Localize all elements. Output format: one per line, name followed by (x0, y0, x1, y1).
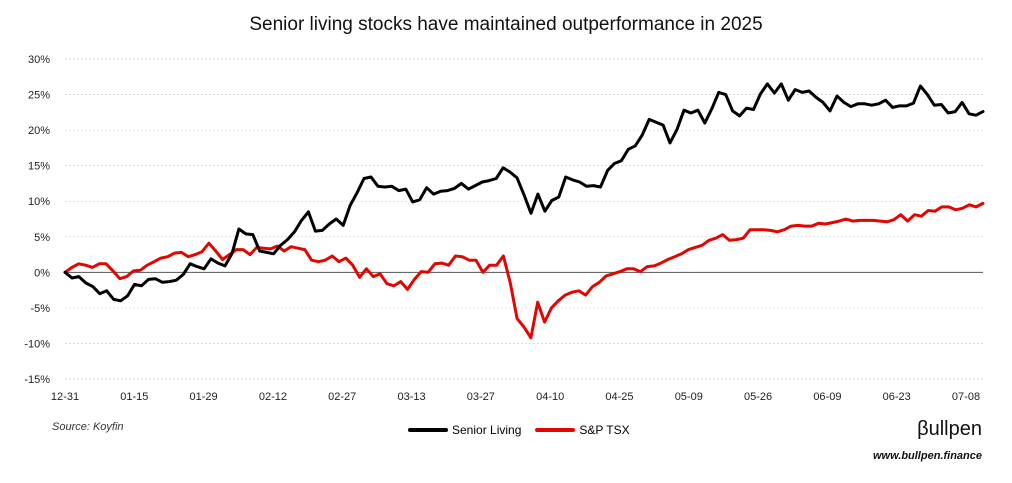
x-tick-label: 02-27 (328, 391, 356, 403)
x-tick-label: 01-15 (120, 391, 148, 403)
y-tick-label: 20% (28, 125, 50, 137)
x-tick-label: 01-29 (190, 391, 218, 403)
x-axis-ticks: 12-31 01-15 01-29 02-12 02-27 03-13 03-27 04-10… (51, 391, 980, 403)
y-tick-label: 15% (28, 161, 50, 173)
x-tick-label: 05-09 (675, 391, 703, 403)
series-line-sp-tsx (63, 201, 985, 340)
x-tick-label: 03-27 (467, 391, 495, 403)
gridlines (65, 58, 983, 380)
legend-label: Senior Living (452, 423, 522, 437)
chart-title: Senior living stocks have maintained out… (249, 14, 763, 35)
x-tick-label: 12-31 (51, 391, 79, 403)
website-url: www.bullpen.finance (873, 450, 982, 462)
x-tick-label: 07-08 (952, 391, 980, 403)
y-tick-label: -10% (24, 338, 50, 350)
source-note: Source: Koyfin (52, 421, 124, 433)
x-tick-label: 02-12 (259, 391, 287, 403)
legend-label: S&P TSX (579, 423, 630, 437)
legend-item-sp-tsx: S&P TSX (535, 423, 630, 437)
x-tick-label: 06-09 (813, 391, 841, 403)
y-axis-ticks: 30% 25% 20% 15% 10% 5% 0% -5% -10% -15% (24, 54, 50, 386)
y-tick-label: 10% (28, 196, 50, 208)
x-tick-label: 05-26 (744, 391, 772, 403)
y-tick-label: 25% (28, 90, 50, 102)
y-tick-label: 5% (34, 232, 50, 244)
series-lines (63, 82, 985, 340)
legend-swatch (535, 428, 576, 432)
legend-item-senior-living: Senior Living (408, 423, 521, 437)
brand-logo: βullpen (917, 418, 982, 440)
x-tick-label: 03-13 (397, 391, 425, 403)
x-tick-label: 04-10 (536, 391, 564, 403)
y-tick-label: -5% (30, 303, 50, 315)
y-tick-label: -15% (24, 374, 50, 386)
series-line-senior-living (63, 82, 985, 303)
x-tick-label: 04-25 (605, 391, 633, 403)
legend: Senior Living S&P TSX (408, 423, 644, 437)
x-tick-label: 06-23 (883, 391, 911, 403)
legend-swatch (408, 428, 448, 432)
y-tick-label: 0% (34, 267, 50, 279)
y-tick-label: 30% (28, 54, 50, 66)
